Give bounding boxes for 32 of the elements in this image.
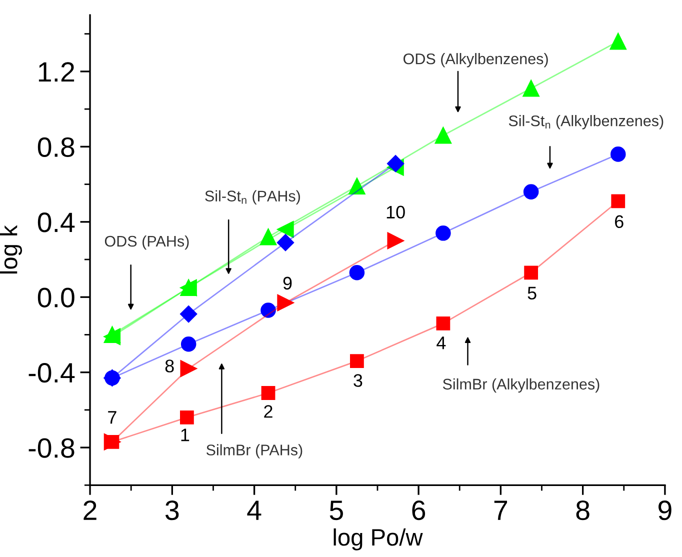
annotation: 10 [386, 206, 405, 219]
x-tick-label: 2 [84, 500, 96, 520]
annotation: 6 [615, 215, 624, 228]
annotation: 9 [283, 276, 292, 290]
x-tick-label: 7 [494, 500, 508, 520]
annotation: 1 [181, 428, 190, 442]
annotation: SilmBr (Alkylbenzenes) [442, 378, 600, 393]
annotation: ODS (Alkylbenzenes) [404, 53, 548, 68]
y-tick-label: 0.0 [38, 288, 74, 308]
x-tick-label: 9 [658, 500, 672, 520]
annotation: Sil-St$_{n}$ (Alkylbenzenes) [508, 115, 664, 130]
x-axis-title: log Po/w [334, 528, 423, 550]
annotation: 3 [354, 374, 362, 387]
x-tick-label: 5 [330, 500, 343, 520]
annotation: 2 [264, 405, 272, 418]
y-tick-label: 1.2 [38, 62, 74, 82]
y-tick-label: -0.8 [28, 438, 74, 458]
y-axis-title: log k [0, 225, 22, 274]
annotation: Sil-St$_{n}$ (PAHs) [205, 190, 300, 204]
annotation: 4 [436, 336, 446, 350]
y-tick-label: -0.4 [28, 362, 75, 383]
annotation: SilmBr (PAHs) [206, 444, 302, 458]
annotation: 8 [165, 360, 174, 372]
x-tick-label: 8 [576, 500, 590, 520]
x-tick-label: 4 [247, 500, 262, 520]
annotation: 7 [108, 411, 116, 424]
annotation: 5 [528, 286, 536, 300]
annotation: ODS (PAHs) [104, 235, 189, 250]
y-tick-label: 0.8 [38, 137, 74, 158]
x-tick-label: 3 [165, 500, 179, 520]
x-tick-label: 6 [412, 500, 426, 520]
y-tick-label: 0.4 [38, 212, 75, 232]
